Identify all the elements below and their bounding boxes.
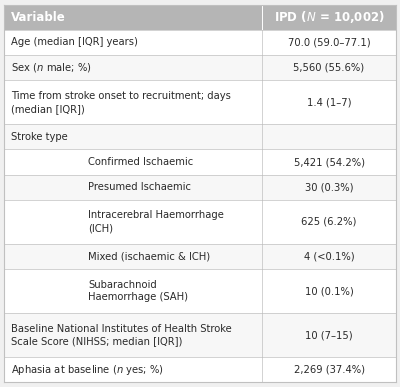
Bar [4, 55, 396, 80]
Text: 70.0 (59.0–77.1): 70.0 (59.0–77.1) [288, 38, 370, 48]
Bar [4, 5, 396, 30]
Bar [4, 269, 396, 313]
Text: 625 (6.2%): 625 (6.2%) [301, 217, 357, 227]
Text: Presumed Ischaemic: Presumed Ischaemic [88, 182, 191, 192]
Bar [4, 313, 396, 357]
Text: IPD ($N$ = 10,002): IPD ($N$ = 10,002) [274, 9, 384, 25]
Text: 10 (7–15): 10 (7–15) [305, 330, 353, 340]
Text: 4 (<0.1%): 4 (<0.1%) [304, 252, 354, 262]
Text: Mixed (ischaemic & ICH): Mixed (ischaemic & ICH) [88, 252, 210, 262]
Text: Confirmed Ischaemic: Confirmed Ischaemic [88, 157, 193, 167]
Bar [4, 200, 396, 244]
Text: Time from stroke onset to recruitment; days
(median [IQR]): Time from stroke onset to recruitment; d… [11, 91, 231, 114]
Text: Subarachnoid
Haemorrhage (SAH): Subarachnoid Haemorrhage (SAH) [88, 280, 188, 303]
Text: 5,560 (55.6%): 5,560 (55.6%) [294, 63, 364, 73]
Text: Aphasia at baseline ($n$ yes; %): Aphasia at baseline ($n$ yes; %) [11, 363, 164, 377]
Text: 30 (0.3%): 30 (0.3%) [305, 182, 353, 192]
Bar [4, 124, 396, 149]
Text: Baseline National Institutes of Health Stroke
Scale Score (NIHSS; median [IQR]): Baseline National Institutes of Health S… [11, 324, 232, 346]
Text: Variable: Variable [11, 11, 66, 24]
Bar [4, 80, 396, 124]
Text: 1.4 (1–7): 1.4 (1–7) [307, 97, 351, 107]
Bar [4, 30, 396, 55]
Text: Stroke type: Stroke type [11, 132, 68, 142]
Text: 5,421 (54.2%): 5,421 (54.2%) [294, 157, 364, 167]
Text: 2,269 (37.4%): 2,269 (37.4%) [294, 365, 364, 375]
Bar [4, 244, 396, 269]
Bar [4, 175, 396, 200]
Text: 10 (0.1%): 10 (0.1%) [305, 286, 353, 296]
Text: Age (median [IQR] years): Age (median [IQR] years) [11, 38, 138, 48]
Text: Sex ($n$ male; %): Sex ($n$ male; %) [11, 61, 92, 74]
Bar [4, 149, 396, 175]
Text: Intracerebral Haemorrhage
(ICH): Intracerebral Haemorrhage (ICH) [88, 211, 224, 233]
Bar [4, 357, 396, 382]
